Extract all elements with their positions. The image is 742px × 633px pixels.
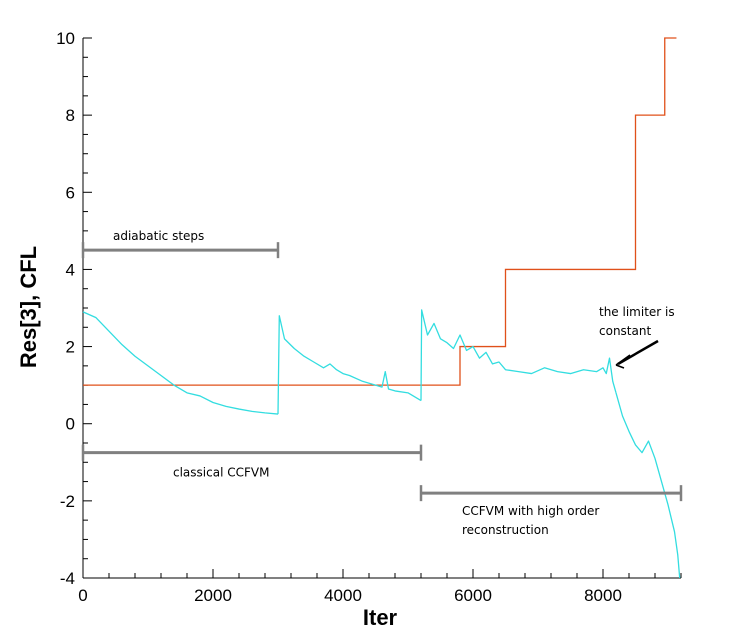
y-tick-label: 4 bbox=[66, 260, 75, 279]
plot-area bbox=[82, 37, 681, 579]
x-tick-label: 6000 bbox=[454, 586, 492, 605]
bracket-2: CCFVM with high order reconstruction bbox=[419, 485, 683, 537]
y-tick-label: 10 bbox=[56, 29, 75, 48]
bracket-1: classical CCFVM bbox=[81, 444, 423, 480]
series-residual-segment-3 bbox=[615, 392, 681, 579]
y-tick-label: 0 bbox=[66, 415, 75, 434]
axes bbox=[82, 37, 682, 579]
x-axis-label: Iter bbox=[363, 605, 398, 630]
series-residual-segment-1 bbox=[277, 315, 422, 415]
y-tick-label: 2 bbox=[66, 338, 75, 357]
x-tick-label: 0 bbox=[78, 586, 87, 605]
y-tick-label: -2 bbox=[60, 492, 75, 511]
x-tick-label: 2000 bbox=[194, 586, 232, 605]
x-tick-label: 4000 bbox=[324, 586, 362, 605]
series-residual-segment-0 bbox=[82, 311, 279, 415]
annotation-arrow-head bbox=[615, 354, 631, 369]
limiter-annotation: the limiter is constant bbox=[599, 305, 675, 369]
bracket-label-line2: reconstruction bbox=[462, 523, 549, 537]
series-cfl-line bbox=[83, 37, 677, 386]
tick-labels: -4 -2 0 2 4 6 8 10 0 2000 4000 6000 8000 bbox=[56, 29, 622, 605]
y-axis-label: Res[3], CFL bbox=[16, 246, 41, 368]
annotations: adiabatic steps classical CCFVM CCFVM with… bbox=[81, 229, 683, 537]
bracket-label: classical CCFVM bbox=[173, 466, 269, 480]
series-residual-segment-2 bbox=[420, 309, 617, 401]
bracket-0: adiabatic steps bbox=[81, 229, 280, 259]
annotation-line1: the limiter is bbox=[599, 305, 675, 319]
x-tick-label: 8000 bbox=[584, 586, 622, 605]
annotation-line2: constant bbox=[599, 324, 651, 338]
annotation-arrow-shaft bbox=[617, 339, 659, 366]
bracket-label: CCFVM with high order bbox=[462, 504, 599, 518]
bracket-label: adiabatic steps bbox=[113, 229, 204, 243]
y-tick-label: 8 bbox=[66, 106, 75, 125]
y-tick-label: 6 bbox=[66, 183, 75, 202]
y-tick-label: -4 bbox=[60, 569, 75, 588]
